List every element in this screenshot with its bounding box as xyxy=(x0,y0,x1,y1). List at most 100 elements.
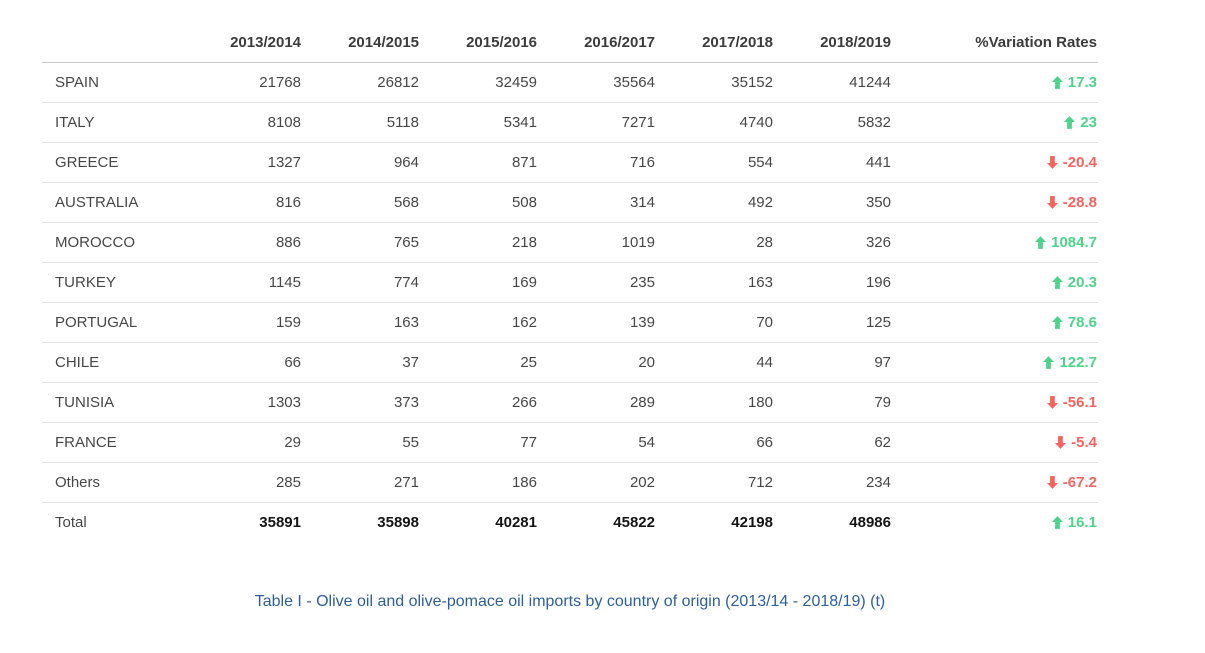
table-row: TURKEY 1145 774 169 235 163 196 20.3 xyxy=(42,262,1098,303)
value-cell: 350 xyxy=(774,182,892,223)
variation-value: 122.7 xyxy=(1059,354,1097,371)
value-cell: 765 xyxy=(302,222,420,263)
value-cell: 1019 xyxy=(538,222,656,263)
value-cell: 4740 xyxy=(656,102,774,143)
value-cell: 21768 xyxy=(184,62,302,103)
value-cell: 289 xyxy=(538,382,656,423)
value-cell: 508 xyxy=(420,182,538,223)
value-cell: 326 xyxy=(774,222,892,263)
value-cell: 32459 xyxy=(420,62,538,103)
value-cell: 1327 xyxy=(184,142,302,183)
column-header: 2016/2017 xyxy=(538,24,656,63)
value-cell: 48986 xyxy=(849,514,891,531)
value-cell: 26812 xyxy=(302,62,420,103)
value-cell: 871 xyxy=(420,142,538,183)
value-cell: 66 xyxy=(184,342,302,383)
value-cell: 218 xyxy=(420,222,538,263)
table-header: 2013/2014 2014/2015 2015/2016 2016/2017 2017… xyxy=(42,24,1098,63)
value-cell: 492 xyxy=(656,182,774,223)
up-arrow-icon xyxy=(1051,316,1063,329)
value-cell: 285 xyxy=(184,462,302,503)
down-arrow-icon xyxy=(1046,476,1058,489)
value-cell: 97 xyxy=(774,342,892,383)
value-cell: 716 xyxy=(538,142,656,183)
up-arrow-icon xyxy=(1043,356,1055,369)
value-cell: 169 xyxy=(420,262,538,303)
value-cell: 712 xyxy=(656,462,774,503)
column-header xyxy=(42,24,184,63)
column-header: 2013/2014 xyxy=(184,24,302,63)
country-label: GREECE xyxy=(42,142,184,183)
table-row: SPAIN 21768 26812 32459 35564 35152 41244 17.3 xyxy=(42,62,1098,103)
value-cell: 7271 xyxy=(538,102,656,143)
value-cell: 5118 xyxy=(302,102,420,143)
variation-value: -67.2 xyxy=(1062,474,1097,491)
up-arrow-icon xyxy=(1035,236,1047,249)
column-header: 2018/2019 xyxy=(774,24,892,63)
value-cell: 180 xyxy=(656,382,774,423)
value-cell: 79 xyxy=(774,382,892,423)
value-cell: 163 xyxy=(302,302,420,343)
variation-cell: 17.3 xyxy=(892,62,1098,103)
country-label: AUSTRALIA xyxy=(42,182,184,223)
variation-value: -5.4 xyxy=(1071,434,1097,451)
down-arrow-icon xyxy=(1055,436,1067,449)
value-cell: 66 xyxy=(656,422,774,463)
value-cell: 55 xyxy=(302,422,420,463)
imports-table-container: 2013/2014 2014/2015 2015/2016 2016/2017 2017… xyxy=(42,24,1098,611)
column-header: 2014/2015 xyxy=(302,24,420,63)
value-cell: 186 xyxy=(420,462,538,503)
value-cell: 202 xyxy=(538,462,656,503)
country-label: FRANCE xyxy=(42,422,184,463)
value-cell: 373 xyxy=(302,382,420,423)
value-cell: 816 xyxy=(184,182,302,223)
value-cell: 40281 xyxy=(495,514,537,531)
value-cell: 35152 xyxy=(656,62,774,103)
up-arrow-icon xyxy=(1051,76,1063,89)
value-cell: 44 xyxy=(656,342,774,383)
value-cell: 29 xyxy=(184,422,302,463)
value-cell: 235 xyxy=(538,262,656,303)
value-cell: 42198 xyxy=(731,514,773,531)
value-cell: 1303 xyxy=(184,382,302,423)
variation-value: -28.8 xyxy=(1062,194,1097,211)
variation-value: 78.6 xyxy=(1067,314,1097,331)
table-row: PORTUGAL 159 163 162 139 70 125 78.6 xyxy=(42,302,1098,343)
table-row: AUSTRALIA 816 568 508 314 492 350 -28.8 xyxy=(42,182,1098,223)
value-cell: 271 xyxy=(302,462,420,503)
value-cell: 8108 xyxy=(184,102,302,143)
value-cell: 28 xyxy=(656,222,774,263)
value-cell: 35564 xyxy=(538,62,656,103)
value-cell: 162 xyxy=(420,302,538,343)
country-label: SPAIN xyxy=(42,62,184,103)
up-arrow-icon xyxy=(1051,276,1063,289)
imports-table: 2013/2014 2014/2015 2015/2016 2016/2017 2017… xyxy=(42,24,1098,542)
variation-cell: 16.1 xyxy=(892,503,1098,543)
table-row: GREECE 1327 964 871 716 554 441 -20.4 xyxy=(42,142,1098,183)
table-caption: Table I - Olive oil and olive-pomace oil… xyxy=(254,593,886,610)
down-arrow-icon xyxy=(1046,396,1058,409)
value-cell: 964 xyxy=(302,142,420,183)
table-row: Total 35891 35898 40281 45822 42198 48986 16.1 xyxy=(42,503,1098,543)
value-cell: 441 xyxy=(774,142,892,183)
value-cell: 159 xyxy=(184,302,302,343)
country-label: ITALY xyxy=(42,102,184,143)
table-row: FRANCE 29 55 77 54 66 62 -5.4 xyxy=(42,422,1098,463)
value-cell: 568 xyxy=(302,182,420,223)
up-arrow-icon xyxy=(1064,116,1076,129)
country-label: Total xyxy=(55,514,87,531)
value-cell: 41244 xyxy=(774,62,892,103)
value-cell: 45822 xyxy=(613,514,655,531)
variation-cell: 23 xyxy=(892,102,1098,143)
value-cell: 5832 xyxy=(774,102,892,143)
country-label: TURKEY xyxy=(42,262,184,303)
country-label: CHILE xyxy=(42,342,184,383)
table-row: MOROCCO 886 765 218 1019 28 326 1084.7 xyxy=(42,222,1098,263)
variation-value: 17.3 xyxy=(1067,74,1097,91)
country-label: PORTUGAL xyxy=(42,302,184,343)
down-arrow-icon xyxy=(1046,156,1058,169)
value-cell: 314 xyxy=(538,182,656,223)
variation-value: -56.1 xyxy=(1062,394,1097,411)
value-cell: 77 xyxy=(420,422,538,463)
variation-value: 20.3 xyxy=(1067,274,1097,291)
